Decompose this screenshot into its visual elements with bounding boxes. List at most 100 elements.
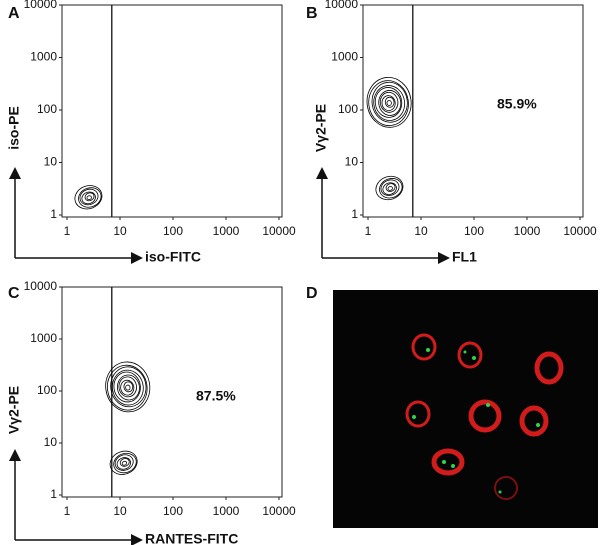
plot-frame	[61, 286, 283, 498]
plot-frame	[61, 4, 283, 218]
plot-frame	[362, 4, 584, 218]
contour-ring	[117, 374, 140, 401]
cell	[405, 400, 431, 428]
contour-ring	[381, 95, 396, 111]
y-tick-label: 10	[44, 155, 58, 169]
contour-ring	[387, 186, 393, 191]
contour-ring	[110, 366, 147, 408]
cell	[494, 476, 518, 500]
contour-ring	[121, 460, 128, 466]
y-tick-label: 10000	[24, 279, 58, 293]
contour-ring	[378, 90, 402, 116]
x-tick-label: 10	[113, 224, 127, 238]
contour-ring	[119, 458, 130, 467]
cell	[468, 399, 502, 433]
contour-ring	[111, 369, 144, 406]
panel-label: D	[306, 285, 318, 302]
cell	[457, 341, 483, 369]
x-tick-label: 1000	[213, 504, 240, 518]
y-axis-label: Vγ2-PE	[6, 386, 22, 434]
x-tick-label: 10000	[563, 224, 597, 238]
contour-ring	[374, 87, 403, 118]
contour-ring	[86, 195, 92, 201]
contour-ring	[120, 379, 135, 396]
contour-ring	[114, 454, 134, 471]
x-tick-label: 10000	[262, 504, 296, 518]
contour-ring	[385, 183, 396, 192]
y-tick-label: 100	[338, 102, 358, 116]
x-axis-label: RANTES-FITC	[145, 531, 238, 545]
y-tick-label: 1	[50, 487, 57, 501]
population	[366, 76, 412, 128]
cell	[534, 351, 564, 385]
population	[375, 175, 404, 201]
contour-ring	[366, 76, 412, 128]
contour-ring	[81, 191, 96, 205]
contour-ring	[123, 381, 134, 393]
cell	[431, 448, 465, 476]
contour-ring	[118, 376, 137, 398]
contour-ring	[386, 100, 392, 106]
contour-ring	[371, 81, 408, 123]
y-tick-label: 10	[345, 155, 359, 169]
contour-ring	[79, 188, 99, 206]
contour-ring	[116, 457, 132, 470]
contour-ring	[382, 182, 397, 195]
contour-ring	[368, 80, 409, 126]
y-tick-label: 1000	[30, 331, 57, 345]
x-axis-label: FL1	[452, 249, 477, 265]
contour-ring	[380, 179, 400, 196]
x-tick-label: 10	[113, 504, 127, 518]
contour-ring	[384, 96, 395, 108]
cells	[405, 333, 564, 500]
contour-ring	[106, 364, 148, 411]
y-axis-label: iso-PE	[6, 106, 22, 150]
y-tick-label: 10	[44, 435, 58, 449]
contour-ring	[74, 185, 103, 210]
y-axis-label: Vγ2-PE	[313, 104, 329, 152]
contour-ring	[84, 192, 95, 202]
contour-ring	[113, 452, 137, 474]
contour-ring	[105, 361, 151, 413]
y-tick-label: 1000	[30, 50, 57, 64]
x-tick-label: 1	[64, 504, 71, 518]
population	[74, 185, 103, 210]
y-tick-label: 1000	[331, 50, 358, 64]
panel-label: B	[306, 5, 318, 22]
x-tick-label: 1000	[514, 224, 541, 238]
contour-ring	[109, 450, 138, 475]
contour-ring	[373, 85, 406, 121]
cell	[411, 333, 437, 361]
green-spots	[412, 348, 540, 494]
contour-ring	[125, 384, 131, 391]
gate-percent: 85.9%	[497, 96, 537, 112]
image-background	[333, 290, 598, 528]
contour-ring	[379, 178, 403, 199]
x-tick-label: 100	[464, 224, 484, 238]
cell	[519, 405, 549, 437]
contour-ring	[113, 371, 141, 403]
panel-label: A	[8, 5, 20, 22]
x-tick-label: 10	[414, 224, 428, 238]
x-tick-label: 1	[64, 224, 71, 238]
x-axis-label: iso-FITC	[145, 249, 201, 265]
y-tick-label: 10000	[325, 0, 359, 11]
y-tick-label: 1	[351, 207, 358, 221]
panel-label: C	[8, 285, 20, 302]
x-tick-label: 100	[163, 224, 183, 238]
y-tick-label: 1	[50, 207, 57, 221]
y-tick-label: 10000	[24, 0, 58, 11]
contour-ring	[379, 91, 399, 113]
x-tick-label: 1000	[213, 224, 240, 238]
population	[109, 450, 138, 475]
contour-ring	[375, 175, 404, 201]
y-tick-label: 100	[37, 102, 57, 116]
x-tick-label: 1	[365, 224, 372, 238]
micrograph	[333, 290, 598, 528]
gate-percent: 87.5%	[196, 388, 236, 404]
y-tick-label: 100	[37, 383, 57, 397]
contour-ring	[78, 187, 102, 208]
population	[105, 361, 151, 413]
